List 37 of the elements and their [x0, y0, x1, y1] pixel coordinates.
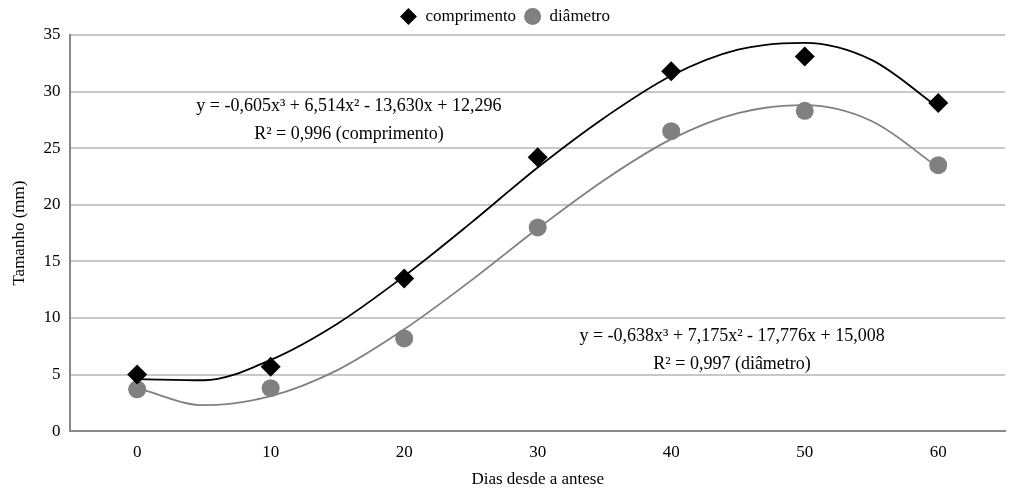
y-tick-label: 0: [51, 420, 61, 440]
annotation: y = -0,638x³ + 7,175x² - 17,776x + 15,008: [579, 324, 885, 345]
point: [662, 122, 681, 141]
point: [260, 356, 281, 377]
legend-label: diâmetro: [549, 5, 611, 25]
x-axis-title: Dias desde a antese: [471, 469, 605, 489]
y-tick-label: 15: [43, 250, 61, 270]
point: [127, 364, 148, 385]
y-tick-label: 25: [43, 137, 61, 157]
y-tick-label: 10: [43, 307, 61, 327]
point: [527, 147, 548, 168]
x-tick-label: 30: [529, 441, 547, 461]
y-tick-label: 5: [51, 364, 61, 384]
x-tick-label: 50: [796, 441, 814, 461]
point: [395, 329, 414, 348]
x-tick-label: 60: [929, 441, 947, 461]
point: [794, 46, 815, 67]
y-tick-label: 20: [43, 194, 61, 214]
point: [128, 380, 147, 399]
y-axis-title: Tamanho (mm): [8, 180, 28, 286]
point: [261, 379, 280, 398]
legend-label: comprimento: [425, 5, 517, 25]
y-tick-label: 30: [43, 81, 61, 101]
point: [929, 156, 948, 175]
point: [928, 92, 949, 113]
point: [795, 101, 814, 120]
x-tick-label: 0: [132, 441, 142, 461]
x-tick-label: 20: [395, 441, 413, 461]
point: [394, 268, 415, 289]
y-tick-label: 35: [43, 24, 61, 44]
annotation: R² = 0,996 (comprimento): [254, 123, 444, 145]
point: [661, 61, 682, 82]
point: [528, 218, 547, 237]
x-tick-label: 10: [262, 441, 280, 461]
annotation: R² = 0,997 (diâmetro): [653, 352, 811, 374]
x-tick-label: 40: [662, 441, 680, 461]
annotation: y = -0,605x³ + 6,514x² - 13,630x + 12,296: [196, 95, 502, 116]
